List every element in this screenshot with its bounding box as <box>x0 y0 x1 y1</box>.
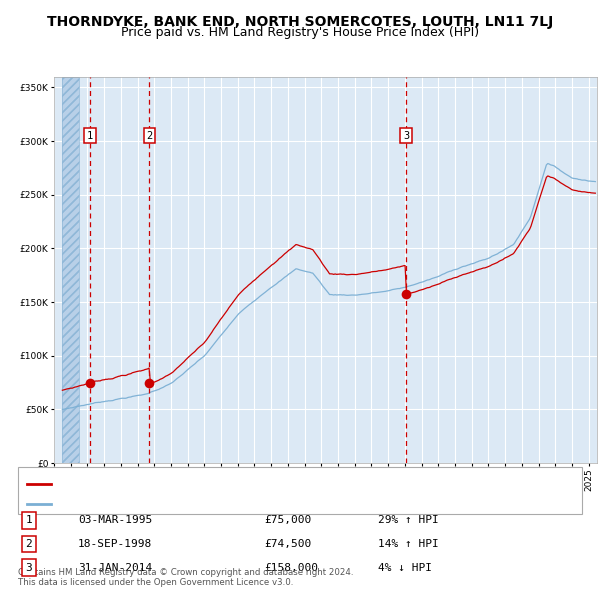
Text: 1: 1 <box>87 131 93 141</box>
Text: £74,500: £74,500 <box>264 539 311 549</box>
Bar <box>62 77 79 463</box>
Text: 3: 3 <box>403 131 409 141</box>
Text: 29% ↑ HPI: 29% ↑ HPI <box>378 516 439 525</box>
Text: 1: 1 <box>25 516 32 525</box>
Text: Price paid vs. HM Land Registry's House Price Index (HPI): Price paid vs. HM Land Registry's House … <box>121 26 479 39</box>
Text: 2: 2 <box>146 131 152 141</box>
Text: THORNDYKE, BANK END, NORTH SOMERCOTES, LOUTH, LN11 7LJ (detached house): THORNDYKE, BANK END, NORTH SOMERCOTES, L… <box>57 479 488 489</box>
Text: 14% ↑ HPI: 14% ↑ HPI <box>378 539 439 549</box>
Text: 03-MAR-1995: 03-MAR-1995 <box>78 516 152 525</box>
Text: 31-JAN-2014: 31-JAN-2014 <box>78 563 152 572</box>
Bar <box>62 77 79 463</box>
Text: 4% ↓ HPI: 4% ↓ HPI <box>378 563 432 572</box>
Text: 2: 2 <box>25 539 32 549</box>
Text: £158,000: £158,000 <box>264 563 318 572</box>
Text: 3: 3 <box>25 563 32 572</box>
Text: £75,000: £75,000 <box>264 516 311 525</box>
Text: 18-SEP-1998: 18-SEP-1998 <box>78 539 152 549</box>
Text: Contains HM Land Registry data © Crown copyright and database right 2024.
This d: Contains HM Land Registry data © Crown c… <box>18 568 353 587</box>
Text: HPI: Average price, detached house, East Lindsey: HPI: Average price, detached house, East… <box>57 499 316 509</box>
Text: THORNDYKE, BANK END, NORTH SOMERCOTES, LOUTH, LN11 7LJ: THORNDYKE, BANK END, NORTH SOMERCOTES, L… <box>47 15 553 29</box>
